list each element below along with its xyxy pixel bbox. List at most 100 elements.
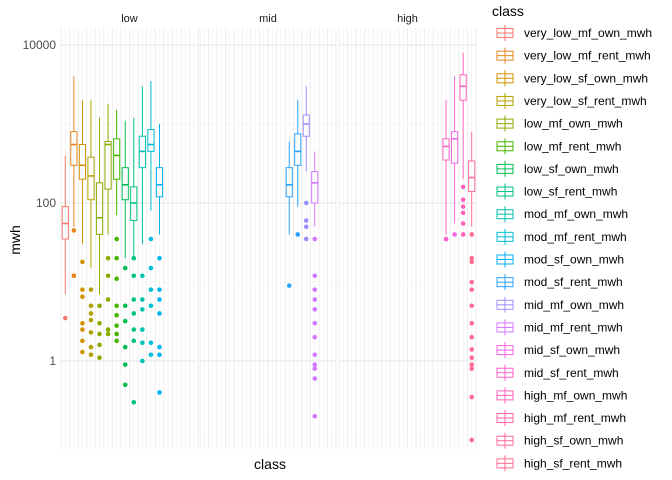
outlier-point — [122, 303, 128, 309]
legend-label: very_low_sf_own_mwh — [524, 71, 648, 85]
outlier-point — [114, 236, 119, 242]
outlier-point — [148, 340, 154, 346]
outlier-point — [131, 311, 137, 316]
outlier-point — [157, 352, 162, 358]
legend-item: mod_mf_own_mwh — [494, 205, 628, 224]
chart-marks — [61, 52, 476, 443]
outlier-point — [88, 330, 94, 335]
outlier-point — [469, 321, 475, 326]
facet-panel-mid: mid — [199, 13, 337, 449]
outlier-point — [114, 255, 119, 261]
legend-label: high_mf_own_mwh — [524, 388, 627, 402]
box-mid-12 — [294, 100, 302, 237]
legend-item: very_low_sf_own_mwh — [494, 69, 648, 88]
box-iqr — [294, 133, 302, 166]
outlier-point — [88, 352, 94, 358]
outlier-point — [62, 315, 68, 321]
legend-label: low_sf_rent_mwh — [524, 185, 617, 199]
legend-label: low_mf_rent_mwh — [524, 139, 621, 153]
legend-label: mid_sf_own_mwh — [524, 343, 620, 357]
legend-item: low_sf_rent_mwh — [494, 182, 617, 201]
box-iqr — [311, 171, 319, 204]
outlier-point — [71, 228, 77, 233]
outlier-point — [312, 307, 318, 312]
outlier-point — [157, 287, 162, 292]
outlier-point — [114, 312, 119, 318]
outlier-point — [105, 297, 111, 302]
outlier-point — [80, 294, 85, 300]
outlier-point — [460, 210, 466, 216]
legend-label: very_low_mf_own_mwh — [524, 26, 652, 40]
legend-item: mod_mf_rent_mwh — [494, 227, 627, 246]
outlier-point — [469, 355, 475, 361]
outlier-point — [88, 317, 94, 323]
outlier-point — [312, 376, 318, 381]
outlier-point — [312, 236, 318, 242]
outlier-point — [469, 362, 475, 367]
outlier-point — [312, 321, 318, 326]
outlier-point — [469, 255, 475, 261]
outlier-point — [114, 338, 119, 344]
y-axis-title: mwh — [7, 225, 23, 255]
legend-label: low_sf_own_mwh — [524, 162, 619, 176]
outlier-point — [140, 327, 145, 332]
y-axis: 1 100 10000 — [23, 38, 57, 368]
outlier-point — [469, 303, 475, 309]
outlier-point — [286, 283, 292, 288]
box-iqr — [155, 167, 164, 198]
outlier-point — [312, 297, 318, 302]
box-low-12 — [155, 124, 164, 395]
outlier-point — [80, 349, 85, 355]
outlier-point — [114, 276, 119, 282]
legend-item: high_sf_rent_mwh — [494, 454, 622, 473]
outlier-point — [97, 342, 102, 348]
box-iqr — [78, 144, 86, 180]
legend-item: mod_sf_own_mwh — [494, 250, 624, 269]
box-mid-14 — [311, 151, 319, 419]
legend-item: mid_mf_own_mwh — [494, 295, 624, 314]
legend-label: low_mf_own_mwh — [524, 117, 623, 131]
legend-title: class — [492, 3, 524, 19]
legend-item: high_mf_own_mwh — [494, 386, 627, 405]
y-tick-label: 100 — [36, 196, 56, 210]
box-low-4 — [87, 100, 95, 358]
outlier-point — [460, 221, 466, 226]
legend-item: mid_mf_rent_mwh — [494, 318, 623, 337]
box-high-14 — [451, 76, 459, 237]
outlier-point — [148, 287, 154, 292]
box-high-13 — [442, 100, 450, 242]
legend-item: mod_sf_rent_mwh — [494, 273, 623, 292]
box-low-1 — [61, 155, 69, 321]
legend-label: mod_mf_own_mwh — [524, 207, 628, 221]
outlier-point — [452, 232, 457, 237]
legend-item: low_mf_own_mwh — [494, 114, 623, 133]
legend-label: very_low_mf_rent_mwh — [524, 49, 651, 63]
legend-label: mod_sf_own_mwh — [524, 253, 624, 267]
box-high-16 — [468, 131, 476, 443]
outlier-point — [460, 232, 466, 237]
outlier-point — [140, 358, 145, 364]
outlier-point — [469, 334, 475, 340]
outlier-point — [148, 236, 154, 242]
legend-label: mid_sf_rent_mwh — [524, 366, 619, 380]
facet-panel-low: low — [60, 13, 199, 449]
outlier-point — [469, 259, 475, 265]
outlier-point — [148, 352, 154, 358]
outlier-point — [105, 273, 111, 279]
box-low-8 — [121, 120, 129, 388]
box-low-2 — [70, 76, 78, 279]
outlier-point — [443, 236, 449, 242]
legend-item: very_low_mf_rent_mwh — [494, 46, 651, 65]
outlier-point — [469, 347, 475, 352]
outlier-point — [469, 232, 475, 237]
box-iqr — [87, 156, 95, 201]
box-iqr — [285, 167, 293, 198]
outlier-point — [140, 340, 145, 346]
box-iqr — [468, 160, 476, 192]
x-axis-title: class — [254, 456, 286, 472]
box-iqr — [121, 167, 129, 201]
outlier-point — [303, 218, 309, 223]
outlier-point — [131, 273, 137, 279]
box-low-11 — [147, 81, 155, 358]
